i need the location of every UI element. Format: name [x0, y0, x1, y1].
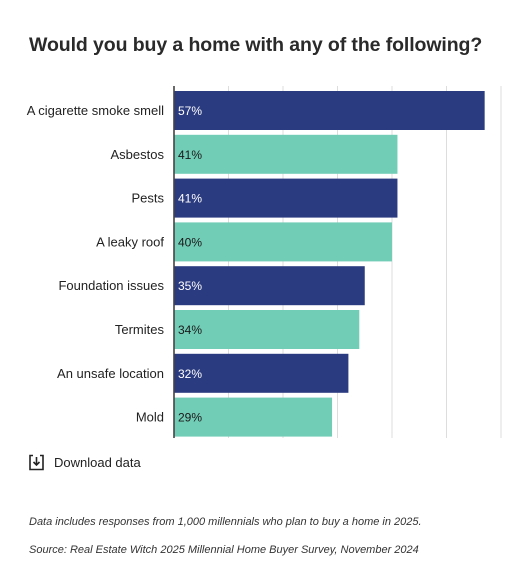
bar [174, 222, 392, 262]
download-icon [29, 454, 44, 471]
data-label: 40% [178, 235, 202, 249]
category-label: Termites [115, 322, 165, 337]
category-label: Pests [131, 191, 164, 206]
bar [174, 310, 360, 349]
category-label: An unsafe location [57, 366, 164, 381]
data-label: 57% [178, 104, 202, 118]
bar [174, 353, 349, 393]
download-data-label: Download data [54, 455, 141, 470]
data-label: 35% [178, 279, 202, 293]
data-label: 41% [178, 192, 202, 206]
sample-note: Data includes responses from 1,000 mille… [29, 516, 422, 528]
data-label: 41% [178, 148, 202, 162]
bar [174, 266, 365, 306]
category-label: Asbestos [111, 147, 165, 162]
bar [174, 134, 398, 174]
download-data-button[interactable]: Download data [28, 454, 141, 471]
source-note: Source: Real Estate Witch 2025 Millennia… [29, 544, 419, 556]
bar [174, 91, 485, 130]
category-label: Mold [136, 410, 164, 425]
bar [174, 178, 398, 218]
category-label: A cigarette smoke smell [27, 103, 164, 118]
category-label: Foundation issues [58, 278, 164, 293]
data-label: 32% [178, 367, 202, 381]
bar [174, 397, 333, 437]
chart-title: Would you buy a home with any of the fol… [29, 34, 483, 56]
bar-chart: A cigarette smoke smell 57% Asbestos 41% Pes… [27, 86, 502, 438]
data-label: 29% [178, 411, 202, 425]
category-label: A leaky roof [96, 234, 164, 249]
data-label: 34% [178, 323, 202, 337]
